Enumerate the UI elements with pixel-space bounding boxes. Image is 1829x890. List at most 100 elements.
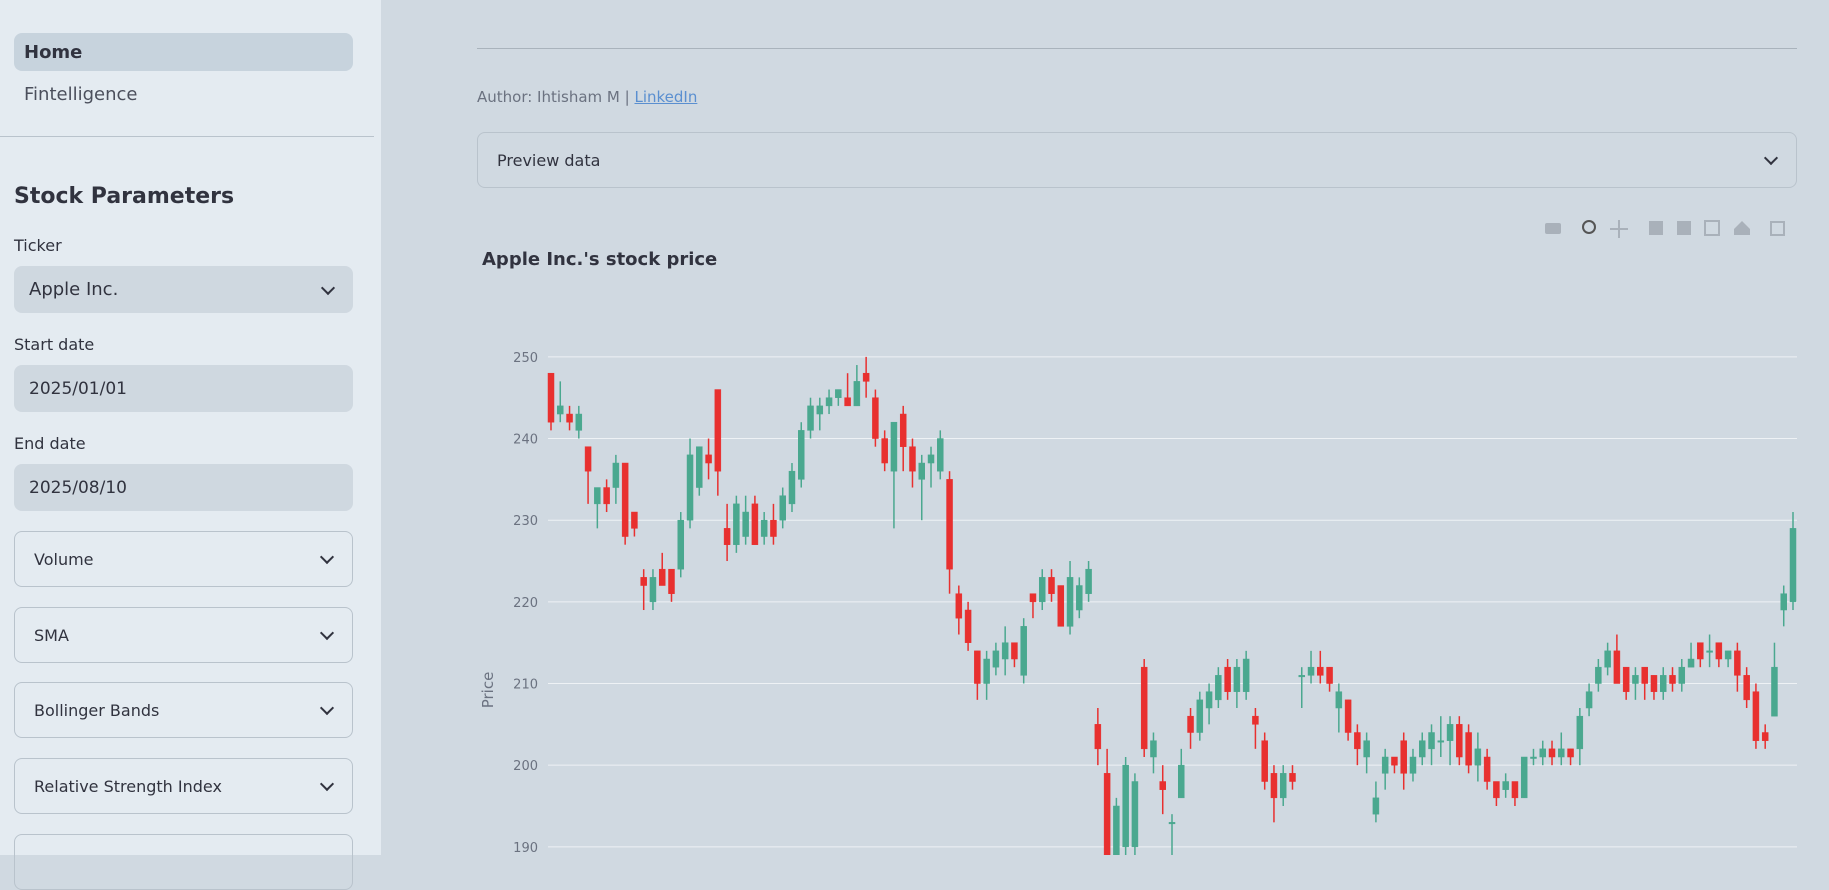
- candle-body: [1650, 675, 1658, 692]
- fullscreen-icon[interactable]: [1770, 221, 1785, 236]
- linkedin-link[interactable]: LinkedIn: [634, 88, 698, 106]
- candle-body: [946, 479, 953, 570]
- candle-body: [1669, 675, 1676, 684]
- candle-body: [955, 593, 963, 619]
- ticker-select[interactable]: Apple Inc.: [14, 266, 353, 313]
- candle-body: [1344, 699, 1352, 733]
- candle-body: [1298, 675, 1306, 678]
- candle-body: [1789, 528, 1797, 603]
- expander[interactable]: Relative Strength Index: [14, 758, 353, 814]
- candle-body: [1020, 626, 1027, 676]
- candle-body: [1687, 658, 1695, 668]
- y-tick-label: 210: [513, 678, 538, 693]
- select-value: Apple Inc.: [29, 279, 119, 300]
- candle-body: [1734, 650, 1741, 676]
- candle-body: [1224, 666, 1231, 692]
- expander-label: SMA: [34, 625, 69, 645]
- candle-body: [1511, 781, 1519, 799]
- candle-body: [1168, 822, 1176, 825]
- candle-body: [1048, 577, 1055, 594]
- candle-body: [621, 462, 629, 537]
- candle-body: [584, 446, 592, 472]
- candle-body: [1354, 732, 1361, 750]
- candle-body: [1363, 740, 1370, 758]
- candle-body: [974, 650, 981, 684]
- candle-body: [1261, 740, 1268, 782]
- y-tick-label: 250: [513, 351, 538, 366]
- candle-body: [1761, 732, 1769, 741]
- nav-home[interactable]: Home: [14, 33, 353, 71]
- input-value: 2025/08/10: [29, 477, 127, 498]
- candle-body: [1113, 805, 1120, 855]
- candle-body: [714, 389, 722, 472]
- candle-body: [705, 454, 712, 464]
- candle-body: [557, 405, 564, 415]
- candle-body: [1029, 593, 1037, 603]
- candle-body: [760, 519, 768, 537]
- candle-body: [1233, 666, 1241, 692]
- date-input[interactable]: 2025/01/01: [14, 365, 353, 412]
- candle-body: [1038, 577, 1046, 603]
- candle-body: [1270, 773, 1278, 799]
- candle-body: [612, 462, 620, 488]
- candle-body: [964, 609, 972, 643]
- candle-body: [1409, 756, 1417, 774]
- pan-icon[interactable]: [1610, 220, 1628, 238]
- nav-fintelligence[interactable]: Fintelligence: [24, 83, 138, 105]
- input-value: 2025/01/01: [29, 378, 127, 399]
- zoom-out-icon[interactable]: [1677, 221, 1691, 235]
- candle-body: [1437, 740, 1445, 743]
- zoom-in-icon[interactable]: [1649, 221, 1663, 235]
- candle-body: [1622, 666, 1630, 692]
- candle-body: [1391, 756, 1398, 766]
- candle-body: [1724, 650, 1732, 660]
- chart: Apple Inc.'s stock price Price 190 200 210…: [479, 220, 1797, 855]
- candle-body: [668, 568, 675, 594]
- candle-body: [1400, 740, 1407, 774]
- candle-body: [686, 454, 694, 521]
- candle-body: [566, 413, 573, 423]
- candle-body: [640, 577, 647, 586]
- candle-body: [890, 421, 898, 472]
- expander[interactable]: Volume: [14, 531, 353, 587]
- candle-body: [575, 413, 583, 431]
- expander[interactable]: SMA: [14, 607, 353, 663]
- candle-body: [1678, 666, 1686, 684]
- home-icon[interactable]: [1734, 221, 1750, 235]
- candle-body: [807, 405, 814, 431]
- date-input[interactable]: 2025/08/10: [14, 464, 353, 511]
- candle-body: [1085, 568, 1092, 594]
- candle-body: [1011, 642, 1018, 660]
- candle-body: [1567, 748, 1574, 758]
- candle-body: [631, 511, 638, 529]
- expander-label: Preview data: [497, 150, 601, 170]
- candle-body: [1771, 666, 1778, 717]
- candle-body: [1122, 764, 1129, 848]
- autoscale-icon[interactable]: [1704, 220, 1720, 236]
- zoom-icon[interactable]: [1582, 220, 1596, 234]
- candle-body: [853, 381, 861, 407]
- candle-body: [1446, 724, 1454, 741]
- candle-body: [733, 503, 740, 545]
- expander-label: Relative Strength Index: [34, 776, 222, 796]
- candle-body: [751, 503, 759, 545]
- candle-body: [1419, 740, 1426, 758]
- y-tick-label: 240: [513, 433, 538, 448]
- candle-body: [1483, 756, 1491, 782]
- candle-body: [835, 389, 842, 398]
- expander[interactable]: Bollinger Bands: [14, 682, 353, 738]
- candle-body: [1706, 650, 1713, 653]
- author: Author: Ihtisham M | LinkedIn: [477, 88, 697, 106]
- sidebar: Home Fintelligence Stock Parameters Tick…: [0, 0, 381, 890]
- candle-body: [696, 446, 703, 488]
- rule: [477, 48, 1797, 49]
- preview-expander[interactable]: Preview data: [477, 132, 1797, 188]
- candle-body: [1001, 642, 1009, 660]
- candle-body: [927, 454, 935, 464]
- candle-body: [816, 405, 824, 415]
- candle-body: [1465, 732, 1472, 766]
- candle-body: [1131, 781, 1139, 848]
- candle-body: [1196, 699, 1204, 733]
- camera-icon[interactable]: [1545, 223, 1561, 234]
